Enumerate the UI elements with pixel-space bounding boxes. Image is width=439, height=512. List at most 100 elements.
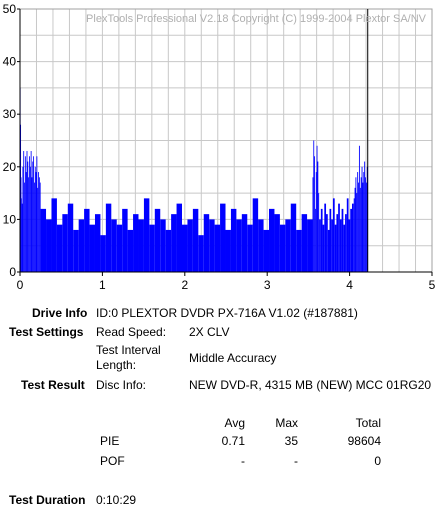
pie-bar: [236, 219, 242, 272]
row-pie-max: 35: [284, 434, 298, 448]
pie-bar: [56, 224, 63, 272]
pie-bar: [241, 214, 248, 272]
pie-bar: [138, 219, 144, 272]
pie-bar: [339, 219, 342, 272]
pie-bar: [30, 151, 32, 272]
x-tick-label: 5: [429, 278, 436, 292]
pie-bar: [133, 214, 139, 272]
read-speed-value: 2X CLV: [189, 325, 230, 339]
pie-bar: [351, 203, 354, 272]
pie-bar: [100, 235, 106, 272]
pie-bar: [34, 166, 36, 272]
pie-bar: [51, 198, 57, 272]
pie-bar: [36, 156, 38, 272]
pie-bar: [209, 219, 215, 272]
test-duration-value: 0:10:29: [96, 493, 137, 507]
pie-bar: [84, 208, 90, 272]
row-pie-avg: 0.71: [221, 434, 245, 448]
pie-bar: [314, 156, 315, 272]
test-settings-label: Test Settings: [9, 325, 84, 339]
y-tick-label: 30: [3, 107, 17, 121]
pie-bar: [315, 172, 317, 272]
read-speed-label: Read Speed:: [96, 325, 167, 339]
pie-bar: [21, 203, 23, 272]
pie-bar: [154, 208, 161, 272]
pie-bar: [360, 177, 362, 272]
pie-bar: [225, 229, 231, 272]
test-duration-label: Test Duration: [9, 493, 86, 507]
pie-bar: [318, 193, 320, 272]
pie-bar: [220, 203, 226, 272]
pie-bar: [29, 156, 30, 272]
pie-bar: [32, 161, 34, 272]
test-interval-label-line1: Test Interval: [96, 343, 161, 357]
pie-bar: [143, 198, 150, 272]
pie-bar: [73, 229, 79, 272]
pie-bar: [23, 151, 25, 272]
pie-bar: [317, 161, 319, 272]
pie-bar: [198, 235, 204, 272]
chart-title: PlexTools Professional V2.18 Copyright (…: [86, 13, 427, 25]
pie-bar: [314, 208, 316, 272]
x-tick-label: 4: [346, 278, 353, 292]
pie-bar: [358, 182, 359, 272]
row-pie-total: 98604: [347, 434, 381, 448]
pie-bar: [187, 219, 193, 272]
pie-bar: [355, 177, 357, 272]
pie-bar: [230, 208, 237, 272]
pie-bar: [324, 203, 327, 272]
drive-info-label: Drive Info: [32, 306, 88, 320]
pie-bar: [171, 214, 177, 272]
pie-bar: [356, 193, 358, 272]
pie-bar: [192, 208, 199, 272]
pie-bar: [364, 161, 366, 272]
pie-bar: [329, 208, 332, 272]
row-pof-max: -: [294, 454, 298, 468]
x-tick-label: 1: [99, 278, 106, 292]
pie-bar: [350, 208, 352, 272]
pie-bar: [322, 224, 325, 272]
pie-bar: [343, 224, 346, 272]
pie-bar: [38, 172, 39, 272]
test-interval-value: Middle Accuracy: [189, 351, 277, 365]
pie-bar: [263, 229, 270, 272]
pie-bar: [307, 219, 313, 272]
pie-bar: [348, 219, 351, 272]
pie-bar: [94, 214, 101, 272]
pie-bar: [214, 224, 221, 272]
pie-bar: [20, 124, 22, 272]
pie-bar: [361, 166, 363, 272]
pie-bar: [40, 208, 47, 272]
pie-bar: [296, 229, 302, 272]
pie-bar: [365, 182, 367, 272]
pie-bar: [37, 187, 39, 272]
test-result-label: Test Result: [21, 378, 85, 392]
pie-bar: [285, 219, 291, 272]
pie-bar: [247, 224, 253, 272]
y-tick-label: 20: [3, 160, 17, 174]
pie-bar: [105, 203, 112, 272]
pie-bar: [326, 214, 328, 272]
pie-bar: [345, 214, 347, 272]
pie-bar: [290, 203, 297, 272]
pie-bar: [181, 224, 188, 272]
x-tick-label: 3: [264, 278, 271, 292]
pie-bar: [327, 229, 330, 272]
pie-bar: [34, 182, 35, 272]
x-tick-label: 2: [181, 278, 188, 292]
pie-bar: [331, 219, 333, 272]
pie-bar: [67, 203, 74, 272]
chart-bars: [20, 87, 368, 273]
col-header-total: Total: [355, 416, 381, 430]
pie-bar: [38, 177, 40, 272]
disc-info-value: NEW DVD-R, 4315 MB (NEW) MCC 01RG20: [189, 378, 432, 392]
pie-bar: [28, 177, 30, 272]
pie-bar: [116, 224, 123, 272]
pie-bar: [27, 161, 29, 272]
pie-bar: [258, 219, 264, 272]
row-pof-total: 0: [374, 454, 381, 468]
pie-bar: [111, 219, 117, 272]
pie-bar: [341, 208, 344, 272]
row-pie-label: PIE: [100, 434, 120, 448]
